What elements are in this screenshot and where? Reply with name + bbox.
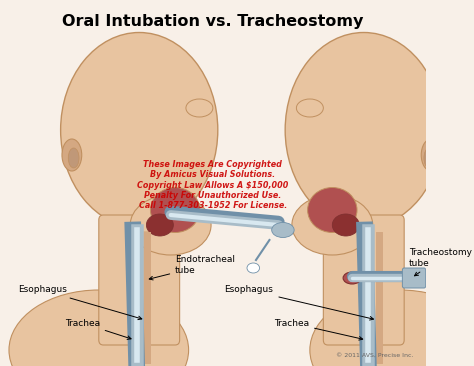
Text: © 2011 AVS, Precise Inc.: © 2011 AVS, Precise Inc. — [336, 353, 413, 358]
Text: Endotracheal
tube: Endotracheal tube — [149, 255, 235, 280]
Ellipse shape — [247, 263, 260, 273]
Text: Oral Intubation vs. Tracheostomy: Oral Intubation vs. Tracheostomy — [62, 14, 364, 29]
Ellipse shape — [310, 290, 474, 366]
FancyBboxPatch shape — [402, 268, 426, 288]
Ellipse shape — [424, 148, 435, 168]
Ellipse shape — [332, 214, 359, 236]
FancyBboxPatch shape — [99, 215, 180, 345]
FancyBboxPatch shape — [323, 215, 404, 345]
Text: These Images Are Copyrighted
By Amicus Visual Solutions.
Copyright Law Allows A : These Images Are Copyrighted By Amicus V… — [137, 160, 289, 210]
Ellipse shape — [343, 272, 361, 284]
Ellipse shape — [421, 139, 441, 171]
Text: Trachea: Trachea — [64, 318, 131, 339]
Text: Tracheostomy
tube: Tracheostomy tube — [409, 248, 472, 276]
Text: Trachea: Trachea — [274, 318, 363, 340]
Ellipse shape — [296, 99, 323, 117]
Ellipse shape — [130, 195, 211, 255]
Ellipse shape — [186, 99, 213, 117]
Ellipse shape — [292, 195, 373, 255]
Ellipse shape — [61, 33, 218, 228]
Ellipse shape — [146, 214, 173, 236]
Ellipse shape — [285, 33, 442, 228]
Text: Esophagus: Esophagus — [18, 285, 142, 320]
Text: Esophagus: Esophagus — [225, 285, 374, 320]
Ellipse shape — [308, 187, 357, 232]
Ellipse shape — [62, 139, 82, 171]
Ellipse shape — [272, 223, 294, 238]
Ellipse shape — [68, 148, 79, 168]
Ellipse shape — [150, 187, 200, 232]
Ellipse shape — [9, 290, 189, 366]
